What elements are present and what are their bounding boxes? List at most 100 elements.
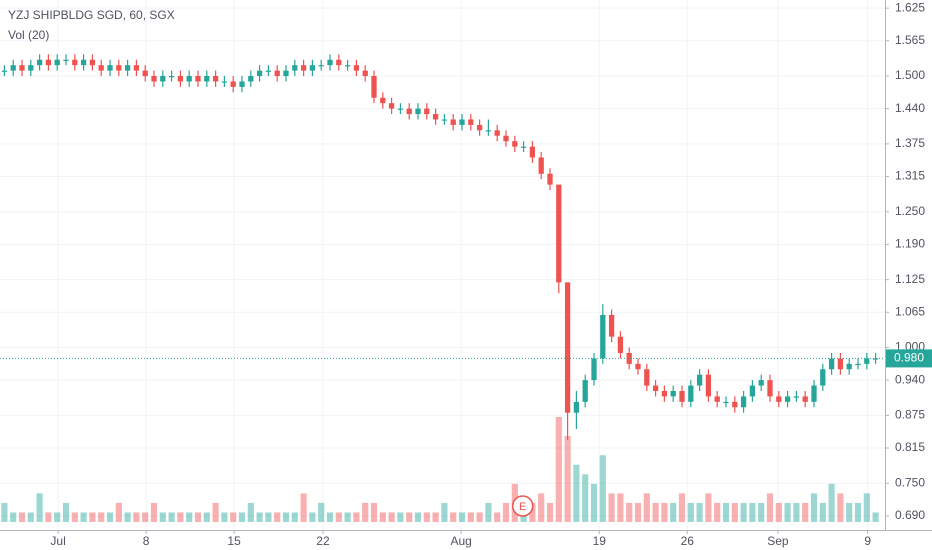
candle-body bbox=[679, 390, 685, 402]
candle-body bbox=[28, 65, 34, 71]
volume-bar bbox=[326, 512, 334, 522]
candle-body bbox=[344, 65, 351, 67]
volume-bar bbox=[300, 493, 307, 522]
candle-body bbox=[80, 59, 87, 66]
last-price-box bbox=[886, 349, 932, 368]
x-tick-label: Sep bbox=[767, 534, 789, 548]
x-tick-label: 9 bbox=[864, 534, 871, 548]
candle-body bbox=[811, 385, 817, 402]
volume-bar bbox=[54, 512, 61, 522]
candle-body bbox=[626, 352, 632, 364]
candle-body bbox=[116, 65, 122, 71]
volume-bar bbox=[203, 512, 210, 522]
x-tick-label: 15 bbox=[227, 534, 241, 548]
candle-body bbox=[168, 76, 175, 78]
candle-body bbox=[371, 76, 377, 98]
candle-body bbox=[776, 396, 782, 402]
volume-bar bbox=[828, 483, 835, 522]
volume-bar bbox=[766, 493, 774, 522]
x-tick-label: Jul bbox=[50, 534, 65, 548]
volume-bar bbox=[414, 512, 422, 522]
volume-bar bbox=[441, 502, 448, 522]
volume-bar bbox=[608, 493, 615, 522]
volume-bar bbox=[1, 502, 8, 522]
candle-body bbox=[758, 380, 764, 386]
volume-bar bbox=[458, 512, 466, 522]
volume-bar bbox=[115, 502, 122, 522]
candle-body bbox=[635, 363, 641, 370]
y-tick-label: 1.500 bbox=[895, 68, 925, 82]
candle-body bbox=[485, 130, 492, 132]
candle-body bbox=[274, 70, 280, 77]
volume-bar bbox=[652, 502, 659, 522]
volume-bar bbox=[476, 512, 483, 522]
volume-bar bbox=[379, 512, 386, 522]
volume-bar bbox=[520, 512, 527, 522]
volume-bar bbox=[538, 493, 545, 522]
event-label: E bbox=[519, 501, 526, 513]
candle-body bbox=[608, 314, 615, 337]
candle-body bbox=[793, 396, 800, 398]
volume-bar bbox=[775, 502, 782, 522]
volume-bar bbox=[256, 512, 263, 522]
volume-bar bbox=[802, 502, 809, 522]
y-tick-label: 0.750 bbox=[895, 475, 925, 489]
candle-body bbox=[177, 76, 184, 82]
volume-bar bbox=[318, 502, 325, 522]
candle-body bbox=[459, 119, 465, 125]
volume-bar bbox=[687, 502, 694, 522]
candle-body bbox=[600, 314, 606, 359]
candle-body bbox=[239, 81, 245, 87]
volume-bar bbox=[626, 502, 633, 522]
candle-body bbox=[318, 65, 324, 67]
y-tick-label: 1.250 bbox=[895, 204, 925, 218]
y-tick-label: 0.875 bbox=[895, 408, 925, 422]
volume-bar bbox=[150, 502, 158, 522]
candle-body bbox=[160, 76, 166, 82]
volume-bar bbox=[819, 502, 826, 522]
volume-bar bbox=[467, 512, 474, 522]
volume-bar bbox=[661, 502, 668, 522]
volume-label: Vol (20) bbox=[8, 28, 49, 42]
volume-bar bbox=[634, 502, 642, 522]
candle-body bbox=[63, 59, 69, 61]
candle-body bbox=[705, 374, 712, 397]
candle-body bbox=[265, 70, 272, 72]
candle-body bbox=[855, 363, 861, 366]
candle-body bbox=[661, 390, 668, 397]
volume-bar bbox=[133, 512, 140, 522]
candle-body bbox=[828, 358, 835, 370]
candle-body bbox=[327, 59, 333, 66]
volume-bar bbox=[722, 502, 730, 522]
candle-body bbox=[740, 396, 747, 408]
volume-bar bbox=[177, 512, 184, 522]
volume-bar bbox=[678, 493, 686, 522]
volume-bar bbox=[582, 474, 589, 522]
candle-body bbox=[732, 401, 738, 408]
candle-body bbox=[89, 59, 96, 66]
volume-bar bbox=[406, 512, 413, 522]
candle-body bbox=[380, 97, 386, 104]
candle-body bbox=[864, 358, 870, 364]
candle-body bbox=[1, 70, 8, 72]
grid bbox=[0, 0, 885, 530]
volume-bar bbox=[106, 512, 114, 522]
candle-body bbox=[802, 396, 808, 402]
candle-body bbox=[820, 369, 826, 386]
volume-bar bbox=[731, 502, 738, 522]
volume-bar bbox=[362, 502, 369, 522]
candle-body bbox=[195, 76, 201, 82]
candle-body bbox=[872, 358, 879, 360]
candle-body bbox=[476, 124, 483, 131]
volume-bar bbox=[194, 512, 202, 522]
volume-bar bbox=[423, 512, 430, 522]
volume-bar bbox=[502, 502, 510, 522]
candle-body bbox=[133, 65, 140, 71]
y-tick-label: 1.625 bbox=[895, 0, 925, 14]
candle-body bbox=[151, 76, 157, 82]
volume-bar bbox=[18, 512, 26, 522]
price-pane: E bbox=[0, 54, 885, 517]
candle-body bbox=[846, 363, 852, 370]
volume-bar bbox=[872, 512, 879, 522]
